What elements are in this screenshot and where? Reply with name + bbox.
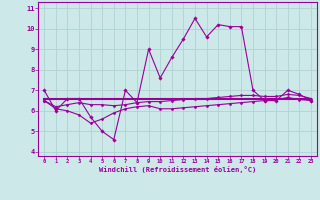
X-axis label: Windchill (Refroidissement éolien,°C): Windchill (Refroidissement éolien,°C) [99,166,256,173]
